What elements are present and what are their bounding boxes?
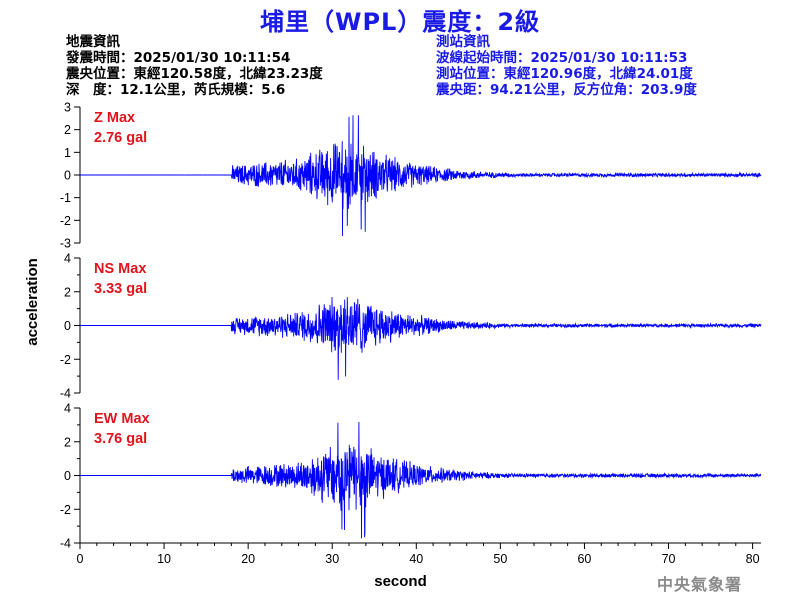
x-tick-label: 80 <box>746 552 760 566</box>
origin-time: 發震時間：2025/01/30 10:11:54 <box>66 50 291 66</box>
x-tick-label: 60 <box>577 552 591 566</box>
max-label-ew: EW Max <box>94 411 150 427</box>
x-tick-label: 40 <box>409 552 423 566</box>
x-tick-label: 20 <box>241 552 255 566</box>
y-tick-label: 4 <box>64 402 71 416</box>
epicenter-location: 震央位置：東經120.58度，北緯23.23度 <box>66 66 323 82</box>
x-tick-label: 50 <box>493 552 507 566</box>
y-tick-label: 4 <box>64 252 71 266</box>
x-tick-label: 0 <box>77 552 84 566</box>
max-value-ew: 3.76 gal <box>94 431 147 447</box>
trace-ns <box>80 296 762 380</box>
wave-start-time: 波線起始時間：2025/01/30 10:11:53 <box>436 50 688 66</box>
x-axis-label: second <box>374 573 427 590</box>
y-tick-label: -2 <box>60 353 71 367</box>
y-tick-label: -3 <box>60 237 71 251</box>
y-tick-label: -1 <box>60 191 71 205</box>
x-tick-label: 10 <box>157 552 171 566</box>
station-info-heading: 測站資訊 <box>436 34 490 50</box>
y-tick-label: 2 <box>64 123 71 137</box>
x-tick-label: 30 <box>325 552 339 566</box>
chart-title: 埔里（WPL）震度：2級 <box>259 8 541 36</box>
y-tick-label: -4 <box>60 537 71 551</box>
depth-magnitude: 深 度：12.1公里，芮氏規模：5.6 <box>66 82 286 98</box>
y-tick-label: -2 <box>60 214 71 228</box>
agency-credit: 中央氣象署 <box>657 575 743 594</box>
y-tick-label: 2 <box>64 435 71 449</box>
y-tick-label: 3 <box>64 101 71 115</box>
max-value-z: 2.76 gal <box>94 130 147 146</box>
y-tick-label: -4 <box>60 387 71 401</box>
y-tick-label: -2 <box>60 503 71 517</box>
event-info: 地震資訊 發震時間：2025/01/30 10:11:54 震央位置：東經120… <box>66 34 323 98</box>
epicentral-distance: 震央距：94.21公里，反方位角：203.9度 <box>436 82 697 98</box>
x-tick-label: 70 <box>662 552 676 566</box>
trace-z <box>80 115 762 237</box>
y-tick-label: 0 <box>64 469 71 483</box>
max-label-z: Z Max <box>94 110 135 126</box>
max-value-ns: 3.33 gal <box>94 281 147 297</box>
max-label-ns: NS Max <box>94 261 146 277</box>
y-tick-label: 2 <box>64 285 71 299</box>
trace-ew <box>80 421 762 539</box>
station-info: 測站資訊 波線起始時間：2025/01/30 10:11:53 測站位置：東經1… <box>436 34 697 98</box>
event-info-heading: 地震資訊 <box>66 34 120 50</box>
station-location: 測站位置：東經120.96度，北緯24.01度 <box>436 66 693 82</box>
y-tick-label: 0 <box>64 319 71 333</box>
y-tick-label: 1 <box>64 146 71 160</box>
y-tick-label: 0 <box>64 169 71 183</box>
y-axis-label: acceleration <box>24 258 41 346</box>
